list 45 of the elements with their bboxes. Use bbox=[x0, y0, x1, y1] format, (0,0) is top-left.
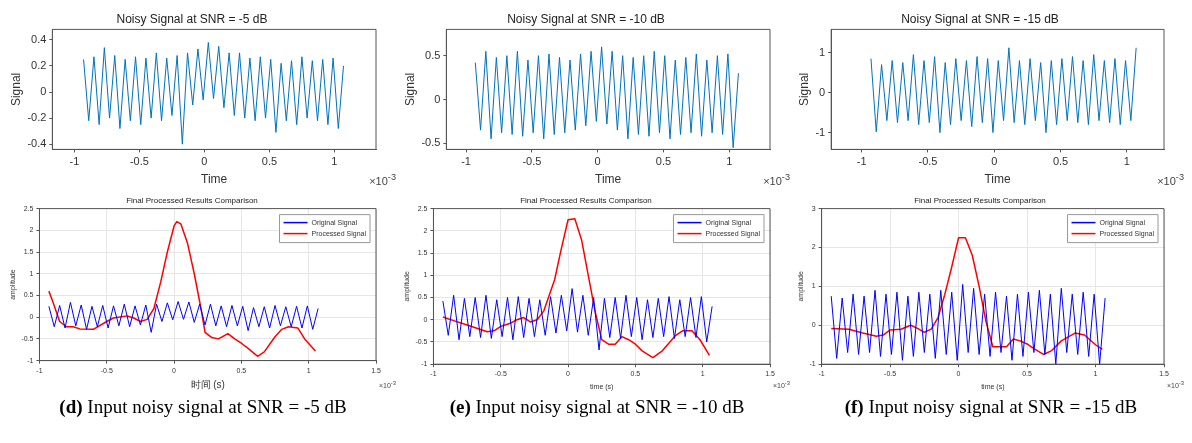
y-tick-label: 0 bbox=[40, 85, 47, 98]
x-tick-label: -0.5 bbox=[918, 155, 938, 168]
y-axis-title: Signal bbox=[796, 72, 811, 107]
x-axis-title: Time bbox=[984, 172, 1012, 187]
x-tick-label: -1 bbox=[856, 155, 867, 168]
x-tick-label: 1 bbox=[331, 155, 338, 168]
y-tick-label: 0 bbox=[819, 85, 826, 98]
x-tick-label: 1 bbox=[726, 155, 733, 168]
x-tick-label: 1 bbox=[1123, 155, 1130, 168]
y-axis-title: Signal bbox=[402, 72, 417, 107]
chart-title: Noisy Signal at SNR = -5 dB bbox=[116, 11, 268, 26]
x-tick-label: -1 bbox=[69, 155, 80, 168]
text: (e) Input noisy signal at SNR = -10 dB bbox=[448, 395, 746, 418]
chart-title: Noisy Signal at SNR = -10 dB bbox=[507, 11, 665, 26]
text: (d) Input noisy signal at SNR = -5 dB bbox=[58, 395, 348, 418]
x-tick-label: -0.5 bbox=[522, 155, 542, 168]
text: ×10$^{-3}$ bbox=[369, 172, 396, 187]
y-tick-label: -0.2 bbox=[27, 111, 47, 124]
y-tick-label: 0.5 bbox=[425, 48, 441, 61]
x-tick-label: 0.5 bbox=[1052, 155, 1069, 168]
y-tick-label: 0 bbox=[434, 92, 441, 105]
chart-title: Noisy Signal at SNR = -15 dB bbox=[901, 11, 1059, 26]
chart-title: Final Processed Results Comparison bbox=[520, 196, 652, 205]
chart-title: Final Processed Results Comparison bbox=[914, 196, 1046, 205]
y-tick-label: -0.5 bbox=[421, 136, 441, 149]
x-axis-title: 时间 (s) bbox=[190, 378, 225, 390]
y-tick-label: 1 bbox=[819, 45, 826, 58]
x-tick-label: 0 bbox=[991, 155, 998, 168]
x-axis-title: Time bbox=[201, 172, 228, 187]
x-tick-label: -0.5 bbox=[129, 155, 149, 168]
x-tick-label: 0.5 bbox=[655, 155, 672, 168]
x-axis-title: Time bbox=[595, 172, 622, 187]
text: ×10$^{-3}$ bbox=[1157, 172, 1184, 187]
y-tick-label: 0.4 bbox=[31, 32, 47, 45]
x-tick-label: 0 bbox=[594, 155, 601, 168]
text: (f) Input noisy signal at SNR = -15 dB bbox=[843, 395, 1139, 418]
y-axis-title: Signal bbox=[8, 72, 23, 107]
y-tick-label: -1 bbox=[815, 125, 826, 138]
y-tick-label: -0.4 bbox=[27, 137, 47, 150]
x-tick-label: 0.5 bbox=[261, 155, 278, 168]
x-tick-label: 0 bbox=[201, 155, 208, 168]
chart-title: Final Processed Results Comparison bbox=[126, 196, 258, 205]
text: ×10$^{-3}$ bbox=[763, 172, 790, 187]
y-tick-label: 0.2 bbox=[31, 58, 47, 71]
x-tick-label: -1 bbox=[461, 155, 471, 168]
